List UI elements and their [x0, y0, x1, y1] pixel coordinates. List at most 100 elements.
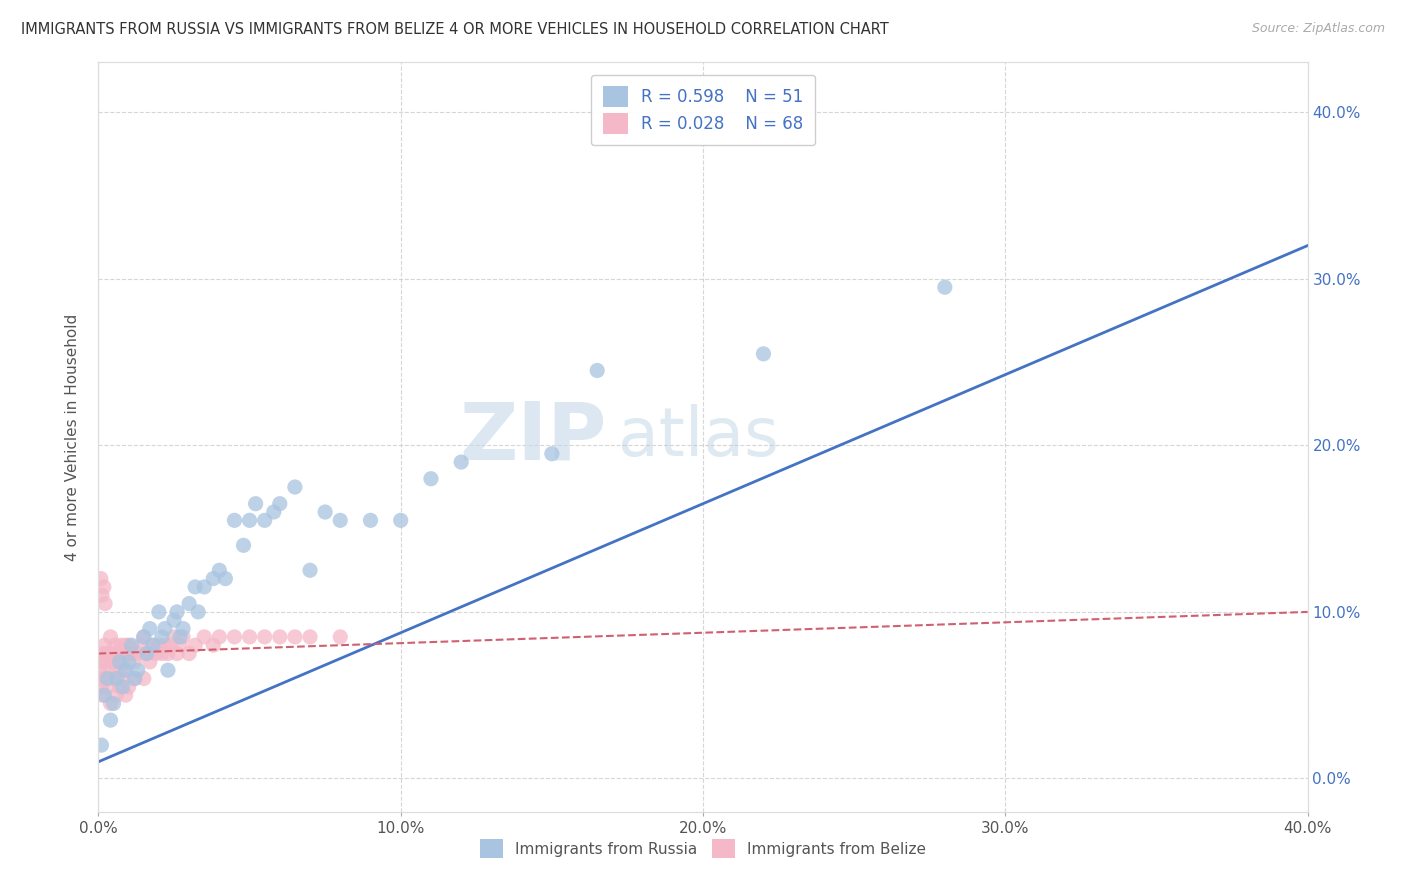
Point	[139, 655, 162, 669]
Point	[145, 647, 167, 661]
Point	[224, 513, 246, 527]
Point	[96, 672, 118, 686]
Point	[127, 647, 149, 661]
Point	[156, 663, 179, 677]
Point	[111, 680, 134, 694]
Text: atlas: atlas	[619, 404, 779, 470]
Point	[93, 688, 115, 702]
Point	[193, 630, 215, 644]
Point	[245, 497, 267, 511]
Point	[263, 505, 285, 519]
Point	[101, 655, 124, 669]
Legend: Immigrants from Russia, Immigrants from Belize: Immigrants from Russia, Immigrants from …	[474, 833, 932, 864]
Point	[89, 672, 111, 686]
Point	[389, 513, 412, 527]
Point	[107, 647, 129, 661]
Point	[105, 688, 128, 702]
Point	[124, 655, 146, 669]
Point	[269, 497, 291, 511]
Point	[89, 663, 111, 677]
Point	[96, 680, 118, 694]
Point	[90, 655, 112, 669]
Text: ZIP: ZIP	[458, 398, 606, 476]
Point	[214, 572, 236, 586]
Point	[299, 563, 322, 577]
Point	[105, 672, 128, 686]
Point	[153, 622, 176, 636]
Point	[329, 513, 352, 527]
Point	[114, 688, 136, 702]
Point	[98, 663, 121, 677]
Point	[169, 630, 191, 644]
Text: Source: ZipAtlas.com: Source: ZipAtlas.com	[1251, 22, 1385, 36]
Point	[179, 647, 201, 661]
Point	[202, 638, 225, 652]
Point	[91, 588, 114, 602]
Point	[132, 630, 155, 644]
Point	[163, 630, 186, 644]
Point	[314, 505, 336, 519]
Point	[129, 638, 152, 652]
Point	[208, 563, 231, 577]
Point	[202, 572, 225, 586]
Point	[172, 630, 194, 644]
Point	[108, 655, 131, 669]
Point	[934, 280, 956, 294]
Point	[111, 647, 134, 661]
Point	[142, 638, 165, 652]
Point	[94, 597, 117, 611]
Point	[108, 680, 131, 694]
Point	[184, 638, 207, 652]
Point	[132, 630, 155, 644]
Point	[142, 638, 165, 652]
Point	[179, 597, 201, 611]
Point	[540, 447, 562, 461]
Point	[114, 638, 136, 652]
Point	[166, 605, 188, 619]
Text: IMMIGRANTS FROM RUSSIA VS IMMIGRANTS FROM BELIZE 4 OR MORE VEHICLES IN HOUSEHOLD: IMMIGRANTS FROM RUSSIA VS IMMIGRANTS FRO…	[21, 22, 889, 37]
Point	[169, 638, 191, 652]
Point	[420, 472, 443, 486]
Point	[121, 638, 143, 652]
Point	[450, 455, 472, 469]
Point	[187, 605, 209, 619]
Point	[139, 622, 162, 636]
Point	[329, 630, 352, 644]
Point	[93, 672, 115, 686]
Point	[132, 672, 155, 686]
Point	[111, 672, 134, 686]
Point	[114, 663, 136, 677]
Y-axis label: 4 or more Vehicles in Household: 4 or more Vehicles in Household	[65, 313, 80, 561]
Point	[239, 513, 262, 527]
Point	[224, 630, 246, 644]
Point	[90, 680, 112, 694]
Point	[232, 538, 254, 552]
Point	[284, 630, 307, 644]
Point	[150, 647, 173, 661]
Point	[93, 638, 115, 652]
Point	[752, 347, 775, 361]
Point	[124, 672, 146, 686]
Point	[90, 738, 112, 752]
Point	[118, 680, 141, 694]
Point	[100, 697, 122, 711]
Point	[94, 655, 117, 669]
Point	[239, 630, 262, 644]
Point	[208, 630, 231, 644]
Point	[108, 655, 131, 669]
Point	[121, 647, 143, 661]
Point	[100, 713, 122, 727]
Point	[172, 622, 194, 636]
Point	[135, 647, 157, 661]
Point	[253, 630, 276, 644]
Point	[150, 630, 173, 644]
Point	[103, 647, 125, 661]
Point	[193, 580, 215, 594]
Point	[118, 638, 141, 652]
Point	[148, 638, 170, 652]
Point	[112, 663, 135, 677]
Point	[166, 647, 188, 661]
Point	[96, 647, 118, 661]
Point	[163, 613, 186, 627]
Point	[103, 672, 125, 686]
